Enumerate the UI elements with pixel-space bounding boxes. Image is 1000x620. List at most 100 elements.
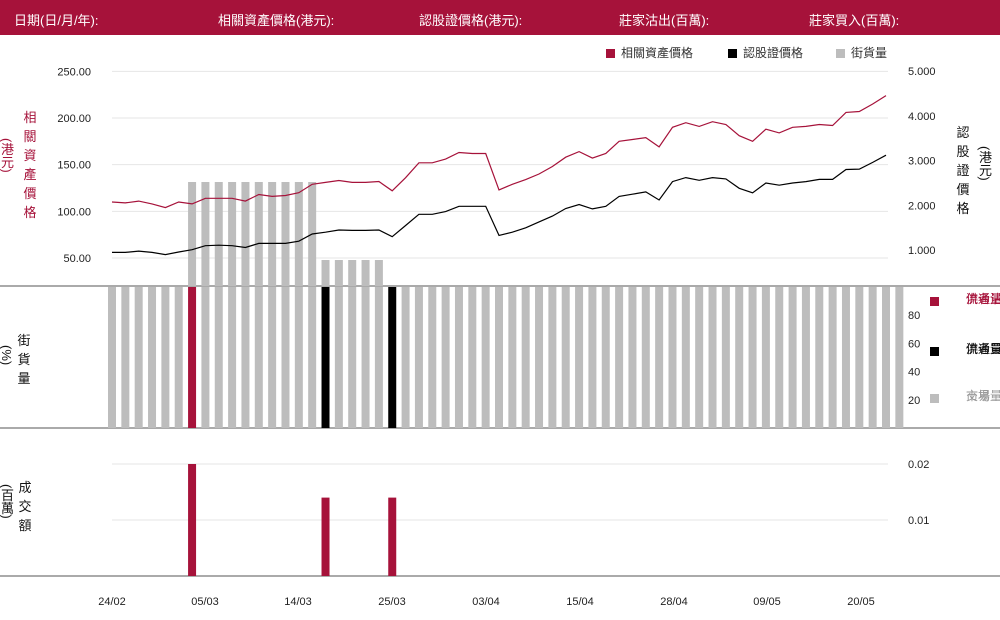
- legend-buy-line: 流通量提: [966, 342, 1000, 356]
- y-right-tick-label: 5.000: [908, 66, 936, 78]
- y-left-tick-label: 150.00: [57, 160, 91, 172]
- market-volume-bar: [695, 287, 704, 428]
- legend-outstanding-label: 街貨量: [851, 46, 888, 60]
- market-volume-bar: [828, 287, 837, 428]
- mid-left-axis-title: 街 貨 量: [16, 331, 32, 388]
- axis-title-char: 資: [23, 148, 37, 163]
- outstanding-bar: [228, 182, 237, 286]
- market-volume-bar: [735, 287, 744, 428]
- market-volume-bar: [308, 287, 317, 428]
- market-volume-bar: [174, 287, 183, 428]
- market-volume-bar: [801, 287, 810, 428]
- legend-sell-line: 供者沽出: [966, 292, 1000, 306]
- outstanding-bar: [321, 260, 330, 286]
- market-volume-bar: [548, 287, 557, 428]
- legend-underlying-label: 相關資產價格: [621, 46, 694, 60]
- axis-title-char: 價: [956, 182, 970, 197]
- issuer-sell-bar: [188, 287, 197, 428]
- legend-outstanding: 街貨量: [836, 44, 887, 61]
- x-tick-label: 09/05: [753, 596, 781, 608]
- axis-title-char: 街: [17, 333, 31, 348]
- market-volume-bar: [588, 287, 597, 428]
- axis-unit-text: (%): [0, 345, 14, 366]
- outstanding-bar: [254, 182, 263, 286]
- market-volume-bar: [841, 287, 850, 428]
- axis-title-char: 額: [18, 518, 32, 533]
- date-label: 日期(日/月/年):: [14, 13, 99, 28]
- outstanding-bar: [374, 260, 383, 286]
- market-volume-bar: [655, 287, 664, 428]
- bottom-left-axis-unit: (百萬): [0, 484, 16, 534]
- outstanding-bar: [214, 182, 223, 286]
- axis-unit-text: (百萬): [0, 484, 14, 519]
- axis-title-char: 證: [956, 163, 970, 178]
- underlying-price-label: 相關資產價格(港元):: [218, 13, 335, 28]
- right-top-axis-unit: (港元): [977, 146, 994, 196]
- left-top-axis-title: 相 關 資 產 價 格: [22, 108, 38, 222]
- y-mid-tick-label: 20: [908, 395, 920, 407]
- market-volume-bar: [481, 287, 490, 428]
- x-tick-label: 20/05: [847, 596, 875, 608]
- market-volume-bar: [721, 287, 730, 428]
- market-volume-bar: [441, 287, 450, 428]
- x-tick-label: 05/03: [191, 596, 219, 608]
- market-volume-bar: [348, 287, 357, 428]
- issuer-buy-bar: [388, 287, 397, 428]
- right-top-axis-title: 認 股 證 價 格: [955, 123, 971, 218]
- y-right-tick-label: 2.000: [908, 200, 936, 212]
- market-volume-bar: [788, 287, 797, 428]
- y-mid-tick-label: 40: [908, 367, 920, 379]
- turnover-bar: [321, 497, 330, 576]
- y-left-tick-label: 200.00: [57, 113, 91, 125]
- market-volume-bar: [161, 287, 170, 428]
- market-volume-bar: [575, 287, 584, 428]
- market-volume-bar: [148, 287, 157, 428]
- warrant-price-label: 認股證價格(港元):: [419, 13, 523, 28]
- axis-title-char: 成: [18, 480, 32, 495]
- market-volume-bar: [254, 287, 263, 428]
- axis-title-char: 格: [23, 205, 37, 220]
- x-tick-label: 28/04: [660, 596, 688, 608]
- legend-warrant: 認股證價格: [728, 44, 803, 61]
- y-left-tick-label: 250.00: [57, 66, 91, 78]
- market-volume-bar: [294, 287, 303, 428]
- market-volume-bar: [895, 287, 904, 428]
- issuer-buy-label: 莊家買入(百萬):: [809, 13, 900, 28]
- market-volume-bar: [508, 287, 517, 428]
- x-tick-label: 14/03: [284, 596, 312, 608]
- turnover-bar: [188, 464, 197, 576]
- issuer-sell-label: 莊家沽出(百萬):: [619, 13, 710, 28]
- market-volume-bar: [134, 287, 143, 428]
- y-right-tick-label: 3.000: [908, 156, 936, 168]
- market-volume-bar: [535, 287, 544, 428]
- outstanding-bar: [188, 182, 197, 286]
- axis-title-char: 股: [956, 144, 970, 159]
- market-volume-bar: [628, 287, 637, 428]
- axis-title-char: 相: [23, 110, 37, 125]
- market-volume-bar: [641, 287, 650, 428]
- y-bottom-tick-label: 0.02: [908, 459, 929, 471]
- outstanding-bar: [294, 182, 303, 286]
- outstanding-bar: [201, 182, 210, 286]
- axis-title-char: 交: [18, 499, 32, 514]
- legend-warrant-label: 認股證價格: [743, 46, 804, 60]
- y-right-tick-label: 4.000: [908, 111, 936, 123]
- outstanding-bar: [281, 182, 290, 286]
- market-volume-bar: [521, 287, 530, 428]
- turnover-bar: [388, 497, 397, 576]
- x-tick-label: 24/02: [98, 596, 126, 608]
- market-volume-bar: [668, 287, 677, 428]
- outstanding-bar: [268, 182, 277, 286]
- market-volume-bar: [815, 287, 824, 428]
- market-volume-bar: [121, 287, 130, 428]
- market-volume-bar: [428, 287, 437, 428]
- mid-left-axis-unit: (%): [0, 345, 16, 375]
- legend-buy-line: 供者買入: [966, 342, 1000, 356]
- market-volume-bar: [495, 287, 503, 428]
- market-volume-bar: [414, 287, 423, 428]
- market-volume-bar: [681, 287, 690, 428]
- left-top-axis-unit: (港元): [0, 138, 16, 188]
- axis-title-char: 貨: [17, 352, 31, 367]
- market-volume-bar: [775, 287, 784, 428]
